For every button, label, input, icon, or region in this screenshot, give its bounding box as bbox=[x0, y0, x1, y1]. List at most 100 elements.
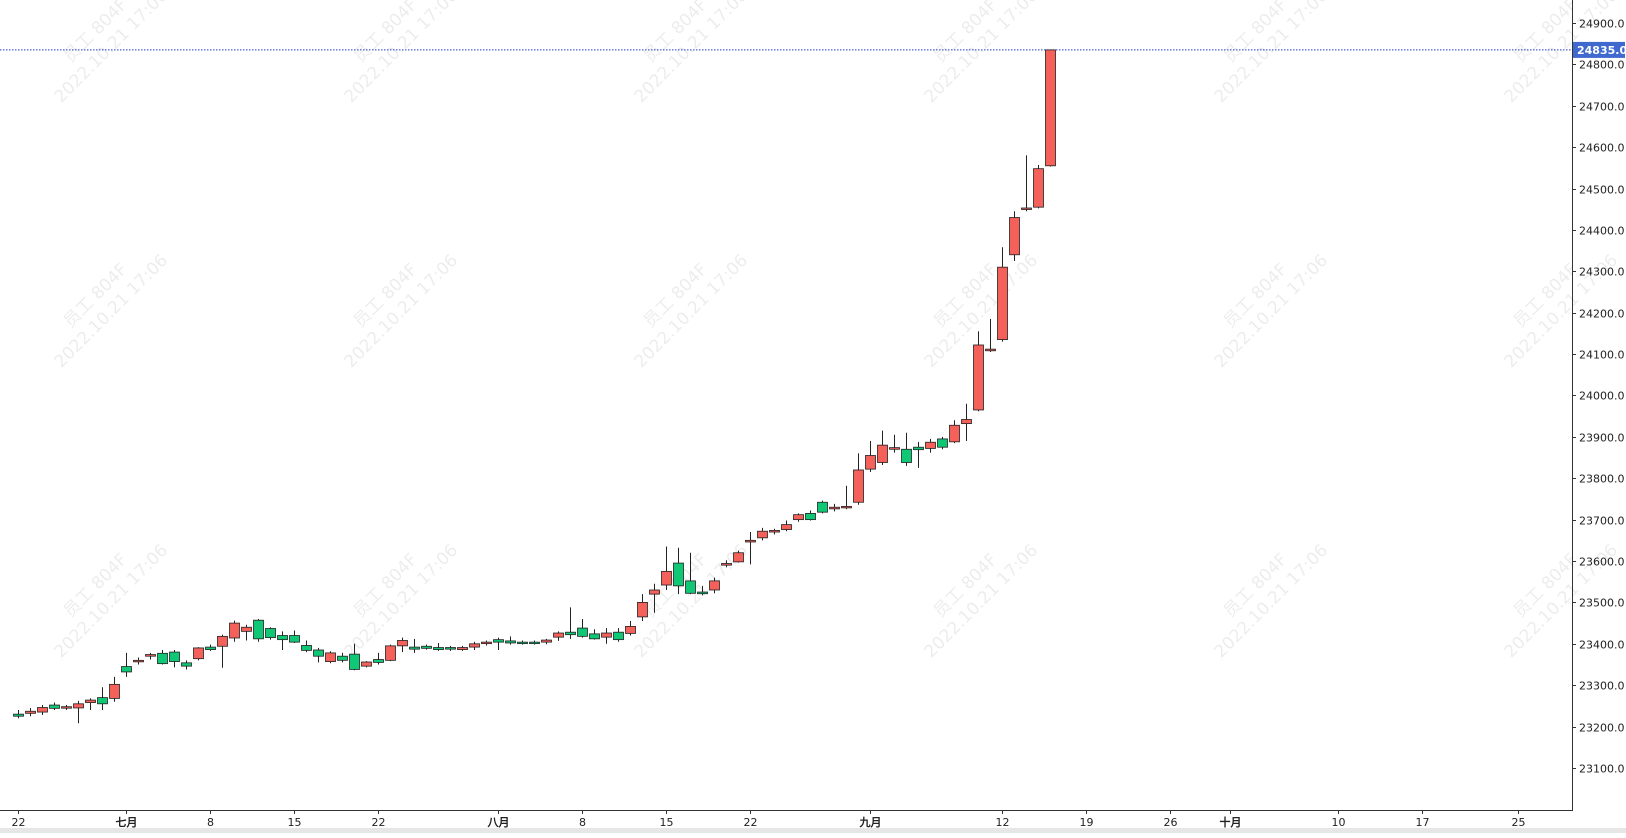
x-axis[interactable]: 22 七月 8 15 22 八月 8 15 22 九月 12 19 26 十月 10 17 25 bbox=[12, 810, 1526, 829]
x-tick-label: 22 bbox=[372, 816, 386, 829]
candle bbox=[397, 637, 408, 653]
candle bbox=[205, 644, 216, 651]
y-tick-label: 24800.0 bbox=[1579, 59, 1625, 72]
candle-body-down bbox=[157, 652, 168, 665]
candle-body-up bbox=[877, 444, 888, 463]
candle bbox=[565, 607, 576, 639]
candle-body-up bbox=[229, 622, 240, 639]
y-axis[interactable]: 23100.0 23200.0 23300.0 23400.0 23500.0 23600… bbox=[1572, 18, 1625, 776]
candle bbox=[337, 652, 348, 663]
bottom-band bbox=[0, 828, 1626, 833]
candle-body-up bbox=[997, 266, 1008, 341]
candle bbox=[529, 640, 540, 645]
candle-body-down bbox=[97, 697, 108, 705]
last-price-tag-background bbox=[1573, 41, 1625, 58]
x-tick-label: 15 bbox=[288, 816, 302, 829]
x-tick-label: 25 bbox=[1512, 816, 1526, 829]
candle-body-up bbox=[469, 643, 480, 648]
last-price-label: 24835.0 bbox=[1577, 44, 1626, 57]
candle-body-up bbox=[889, 447, 900, 450]
x-tick-label: 17 bbox=[1416, 816, 1430, 829]
candle-body-up bbox=[1021, 207, 1032, 210]
candle bbox=[217, 634, 228, 668]
candle bbox=[757, 527, 768, 541]
x-tick-label: 8 bbox=[207, 816, 214, 829]
x-tick-label: 八月 bbox=[487, 816, 510, 829]
candle-body-down bbox=[577, 627, 588, 637]
candle-body-up bbox=[985, 348, 996, 352]
x-tick-label: 十月 bbox=[1220, 815, 1242, 829]
last-price-tag: 24835.0 bbox=[1573, 41, 1626, 58]
candle-body-down bbox=[445, 647, 456, 650]
candle-body-up bbox=[973, 344, 984, 411]
candle-body-up bbox=[961, 419, 972, 425]
candle-body-down bbox=[805, 513, 816, 521]
candle bbox=[97, 687, 108, 711]
candle-body-up bbox=[85, 699, 96, 703]
candle-body-down bbox=[901, 448, 912, 463]
y-tick-label: 23700.0 bbox=[1579, 515, 1625, 528]
candle bbox=[793, 513, 804, 522]
candle-body-up bbox=[769, 529, 780, 533]
candle-body-down bbox=[673, 562, 684, 587]
candle-body-up bbox=[1009, 217, 1020, 256]
candle-body-down bbox=[349, 653, 360, 670]
y-tick-label: 23600.0 bbox=[1579, 556, 1625, 569]
candle-body-up bbox=[625, 626, 636, 634]
x-tick-label: 22 bbox=[744, 816, 758, 829]
candle-body-down bbox=[529, 641, 540, 645]
candle-body-up bbox=[649, 589, 660, 595]
candle-body-up bbox=[853, 469, 864, 503]
candle bbox=[493, 637, 504, 650]
candle-body-up bbox=[709, 580, 720, 591]
candle bbox=[61, 705, 72, 711]
x-tick-label: 8 bbox=[579, 816, 586, 829]
candle-body-down bbox=[517, 641, 528, 645]
candle bbox=[649, 583, 660, 613]
candle-body-down bbox=[49, 704, 60, 709]
x-tick-label: 10 bbox=[1332, 816, 1346, 829]
candle-body-up bbox=[949, 424, 960, 443]
candle-body-down bbox=[685, 580, 696, 594]
candle-body-up bbox=[721, 563, 732, 566]
candle bbox=[829, 503, 840, 512]
y-tick-label: 24400.0 bbox=[1579, 225, 1625, 238]
candle-body-down bbox=[289, 635, 300, 643]
candle bbox=[265, 627, 276, 640]
candle-body-up bbox=[73, 703, 84, 709]
candle bbox=[313, 647, 324, 663]
candle bbox=[169, 649, 180, 668]
candle-body-up bbox=[241, 626, 252, 632]
y-tick-label: 23200.0 bbox=[1579, 722, 1625, 735]
candle-body-up bbox=[553, 632, 564, 638]
candle-body-up bbox=[865, 455, 876, 470]
candle-body-down bbox=[937, 438, 948, 448]
candle bbox=[589, 629, 600, 640]
candle-body-up bbox=[457, 647, 468, 650]
candle-body-up bbox=[925, 441, 936, 449]
x-tick-label: 九月 bbox=[859, 815, 882, 829]
candle bbox=[385, 644, 396, 662]
candle bbox=[925, 438, 936, 453]
candle bbox=[109, 676, 120, 702]
candle-body-down bbox=[169, 651, 180, 662]
candle bbox=[73, 700, 84, 724]
candle bbox=[433, 642, 444, 651]
candle-body-up bbox=[541, 639, 552, 643]
candle bbox=[805, 510, 816, 521]
candle bbox=[661, 546, 672, 590]
candle-body-up bbox=[637, 602, 648, 618]
candle-body-up bbox=[733, 552, 744, 563]
candle bbox=[469, 641, 480, 650]
candle bbox=[325, 651, 336, 664]
candle bbox=[85, 698, 96, 711]
candle-body-up bbox=[25, 710, 36, 714]
